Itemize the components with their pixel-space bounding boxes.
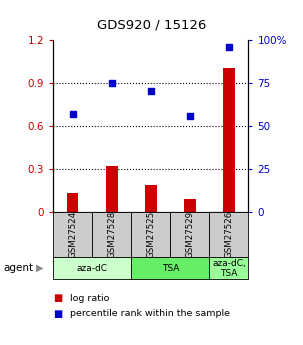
Point [148, 89, 153, 94]
Point [109, 80, 114, 86]
Text: ■: ■ [53, 309, 62, 319]
Bar [53, 212, 92, 257]
Bar [184, 199, 196, 212]
Text: log ratio: log ratio [70, 294, 109, 303]
Text: GDS920 / 15126: GDS920 / 15126 [97, 19, 206, 32]
Point [70, 111, 75, 117]
Bar [106, 166, 118, 212]
Text: GSM27525: GSM27525 [146, 211, 155, 258]
Point [187, 113, 192, 118]
Point [227, 44, 231, 49]
Text: aza-dC,
TSA: aza-dC, TSA [212, 258, 246, 278]
Text: ▶: ▶ [36, 263, 43, 273]
Text: agent: agent [3, 263, 33, 273]
Bar [223, 68, 235, 212]
Text: GSM27526: GSM27526 [225, 211, 233, 258]
Bar [131, 257, 209, 279]
Text: ■: ■ [53, 294, 62, 303]
Text: GSM27529: GSM27529 [185, 211, 194, 258]
Bar [53, 257, 131, 279]
Bar [209, 212, 248, 257]
Bar [209, 257, 248, 279]
Bar [170, 212, 209, 257]
Text: aza-dC: aza-dC [77, 264, 108, 273]
Text: GSM27524: GSM27524 [68, 211, 77, 258]
Text: GSM27528: GSM27528 [107, 211, 116, 258]
Bar [131, 212, 170, 257]
Bar [145, 185, 157, 212]
Bar [67, 194, 78, 212]
Text: TSA: TSA [161, 264, 179, 273]
Bar [92, 212, 131, 257]
Text: percentile rank within the sample: percentile rank within the sample [70, 309, 230, 318]
